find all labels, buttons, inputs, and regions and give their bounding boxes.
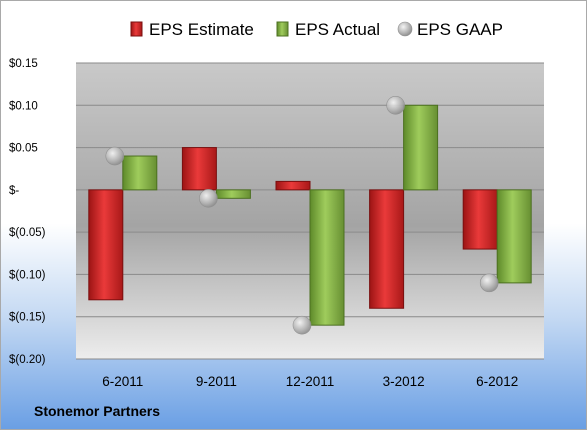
gaap-markers (105, 95, 499, 335)
x-tick-label: 12-2011 (286, 374, 335, 389)
actual-bar (403, 104, 439, 191)
legend-label: EPS GAAP (417, 20, 503, 39)
y-tick-label: $(0.10) (9, 269, 46, 281)
actual-bar (496, 189, 532, 284)
estimate-bar (462, 189, 498, 250)
y-tick-label: $0.05 (9, 143, 38, 155)
y-axis: $0.15 $0.10 $0.05 $- $(0.05) $(0.10) $(0.15) $(… (9, 58, 46, 366)
x-tick-label: 9-2011 (196, 374, 237, 389)
gaap-marker (479, 273, 499, 293)
x-tick-label: 3-2012 (383, 374, 425, 389)
actual-bar (215, 189, 251, 199)
legend-label: EPS Estimate (149, 20, 254, 39)
legend-swatch (397, 21, 413, 37)
gaap-marker (292, 315, 312, 335)
y-tick-label: $(0.05) (9, 227, 46, 239)
gaap-marker (105, 146, 125, 166)
y-tick-label: $0.10 (9, 100, 38, 112)
estimate-bar (181, 147, 217, 191)
legend-swatch (130, 21, 143, 37)
y-tick-label: $(0.20) (9, 354, 46, 366)
estimate-bar (88, 189, 124, 301)
actual-bar (309, 189, 345, 326)
bars (88, 104, 532, 326)
x-axis: 6-2011 9-2011 12-2011 3-2012 6-2012 (102, 374, 518, 389)
actual-bar (122, 155, 158, 191)
y-tick-label: $- (9, 185, 19, 197)
y-tick-label: $0.15 (9, 58, 38, 70)
legend: EPS Estimate EPS Actual EPS GAAP (130, 20, 503, 39)
estimate-bar (275, 180, 311, 191)
legend-swatch (276, 21, 289, 37)
company-name: Stonemor Partners (34, 403, 161, 419)
legend-label: EPS Actual (295, 20, 380, 39)
x-tick-label: 6-2012 (476, 374, 518, 389)
gaap-marker (386, 95, 405, 115)
x-tick-label: 6-2011 (102, 374, 143, 389)
gaap-marker (199, 189, 218, 208)
estimate-bar (369, 189, 405, 309)
y-tick-label: $(0.15) (9, 312, 46, 324)
